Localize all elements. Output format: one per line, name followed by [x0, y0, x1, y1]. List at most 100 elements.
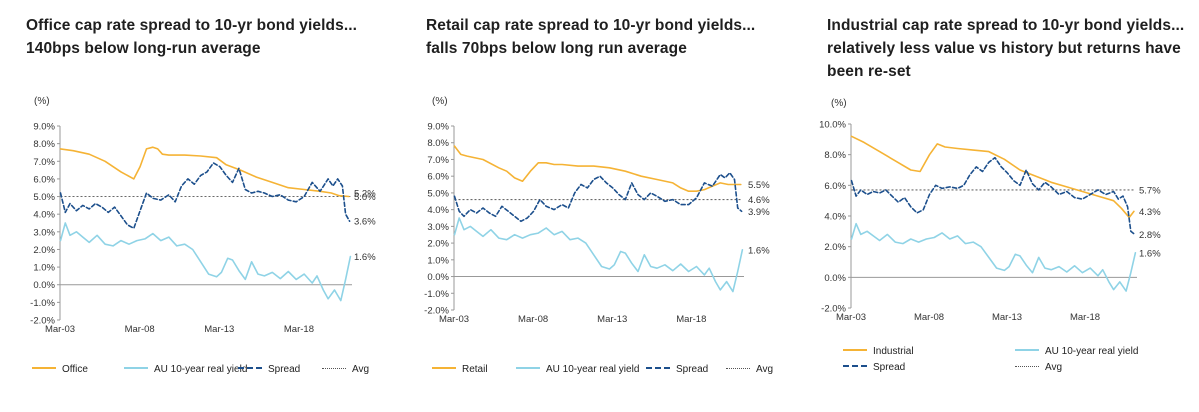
- y-tick-label: 2.0%: [427, 239, 449, 250]
- x-tick-label: Mar-08: [518, 314, 548, 325]
- y-tick-label: 8.0%: [824, 150, 846, 161]
- y-tick-label: -1.0%: [424, 289, 449, 300]
- legend-label-avg: Avg: [756, 364, 774, 375]
- x-tick-label: Mar-13: [992, 312, 1022, 323]
- legend-item-avg: Avg: [322, 364, 369, 375]
- end-value-label: 4.3%: [1139, 207, 1161, 218]
- office-legend: Office AU 10-year real yield Spread Avg: [26, 364, 406, 380]
- legend-swatch-retail: [432, 367, 456, 370]
- y-tick-label: 0.0%: [33, 280, 55, 291]
- industrial-chart: (%) -2.0% 0.0% 2.0% 4.0% 6.0% 8.0% 10.0% Mar-03 M…: [819, 98, 1161, 323]
- legend-label-office: Office: [62, 364, 88, 375]
- x-tick-label: Mar-08: [125, 324, 155, 335]
- industrial-title-line-3: been re-set: [827, 63, 911, 80]
- y-tick-label: 6.0%: [824, 181, 846, 192]
- end-value-label: 5.0%: [354, 192, 376, 203]
- y-tick-label: 0.0%: [824, 273, 846, 284]
- y-axis-label: (%): [34, 96, 50, 107]
- industrial-title-line-2: relatively less value vs history but ret…: [827, 40, 1181, 57]
- end-value-label: 1.6%: [748, 245, 770, 256]
- end-value-label: 5.7%: [1139, 185, 1161, 196]
- y-tick-label: 6.0%: [427, 172, 449, 183]
- legend-label-industrial: Industrial: [873, 346, 914, 357]
- legend-label-spread: Spread: [676, 364, 709, 375]
- series-line-industrial: [850, 135, 1135, 219]
- y-tick-label: 1.0%: [427, 255, 449, 266]
- legend-item-au-yield: AU 10-year real yield: [1015, 346, 1138, 357]
- industrial-chart-panel: Industrial cap rate spread to 10-yr bond…: [819, 0, 1195, 412]
- office-chart-panel: Office cap rate spread to 10-yr bond yie…: [26, 0, 406, 412]
- y-tick-label: -2.0%: [821, 304, 846, 315]
- industrial-legend: Industrial AU 10-year real yield Spread …: [827, 346, 1195, 380]
- y-axis-label: (%): [432, 96, 448, 107]
- legend-swatch-spread: [646, 367, 670, 370]
- retail-title-line-2: falls 70bps below long run average: [426, 40, 687, 57]
- legend-label-spread: Spread: [268, 364, 301, 375]
- legend-swatch-spread: [843, 365, 867, 368]
- legend-swatch-spread: [238, 367, 262, 370]
- legend-swatch-au-yield: [516, 367, 540, 370]
- y-tick-label: -2.0%: [424, 306, 449, 317]
- end-value-label: 4.6%: [748, 195, 770, 206]
- x-tick-label: Mar-18: [1070, 312, 1100, 323]
- legend-label-avg: Avg: [1045, 362, 1063, 373]
- legend-item-spread: Spread: [646, 364, 708, 375]
- series-line-au-10-year-real-yield: [59, 222, 352, 302]
- end-value-label: 1.6%: [1139, 248, 1161, 259]
- office-chart-title: Office cap rate spread to 10-yr bond yie…: [26, 14, 357, 60]
- y-tick-label: 4.0%: [33, 210, 55, 221]
- y-tick-label: 9.0%: [427, 122, 449, 133]
- legend-item-spread: Spread: [238, 364, 300, 375]
- x-tick-label: Mar-13: [597, 314, 627, 325]
- legend-label-spread: Spread: [873, 362, 906, 373]
- office-title-line-2: 140bps below long-run average: [26, 40, 261, 57]
- office-chart: (%) -2.0% -1.0% 0.0% 1.0% 2.0% 3.0% 4.0% 5.0% 6.0…: [30, 96, 376, 335]
- series-line-au-10-year-real-yield: [453, 217, 744, 293]
- legend-swatch-avg: [1015, 365, 1039, 367]
- legend-swatch-avg: [726, 367, 750, 369]
- y-tick-label: 9.0%: [33, 122, 55, 133]
- x-tick-label: Mar-03: [439, 314, 469, 325]
- series-line-au-10-year-real-yield: [850, 222, 1137, 292]
- y-tick-label: 2.0%: [824, 242, 846, 253]
- legend-item-spread: Spread: [843, 362, 905, 373]
- series-line-spread: [850, 156, 1136, 236]
- y-tick-label: 8.0%: [33, 139, 55, 150]
- legend-label-au-yield: AU 10-year real yield: [154, 364, 248, 375]
- legend-item-au-yield: AU 10-year real yield: [124, 364, 247, 375]
- legend-label-au-yield: AU 10-year real yield: [1045, 346, 1139, 357]
- legend-label-avg: Avg: [352, 364, 370, 375]
- y-tick-label: 6.0%: [33, 174, 55, 185]
- industrial-chart-title: Industrial cap rate spread to 10-yr bond…: [827, 14, 1184, 83]
- legend-item-industrial: Industrial: [843, 346, 914, 357]
- legend-item-avg: Avg: [1015, 362, 1062, 373]
- retail-chart-title: Retail cap rate spread to 10-yr bond yie…: [426, 14, 755, 60]
- series-line-spread: [59, 162, 351, 230]
- y-tick-label: 10.0%: [819, 120, 846, 131]
- retail-chart: (%) -2.0% -1.0% 0.0% 1.0% 2.0% 3.0% 4.0% 5.0% 6.0…: [424, 96, 770, 325]
- series-line-retail: [453, 145, 742, 192]
- legend-swatch-industrial: [843, 349, 867, 352]
- series-line-office: [59, 146, 350, 198]
- end-value-label: 5.5%: [748, 180, 770, 191]
- x-tick-label: Mar-18: [676, 314, 706, 325]
- x-tick-label: Mar-08: [914, 312, 944, 323]
- y-tick-label: 7.0%: [33, 157, 55, 168]
- y-tick-label: -1.0%: [30, 298, 55, 309]
- legend-swatch-au-yield: [124, 367, 148, 370]
- y-tick-label: 2.0%: [33, 245, 55, 256]
- legend-swatch-avg: [322, 367, 346, 369]
- series-line-spread: [453, 172, 743, 223]
- retail-legend: Retail AU 10-year real yield Spread Avg: [426, 364, 806, 380]
- x-tick-label: Mar-03: [45, 324, 75, 335]
- y-axis-label: (%): [831, 98, 847, 109]
- legend-label-au-yield: AU 10-year real yield: [546, 364, 640, 375]
- end-value-label: 3.9%: [748, 207, 770, 218]
- end-value-label: 1.6%: [354, 252, 376, 263]
- legend-item-avg: Avg: [726, 364, 773, 375]
- legend-item-retail: Retail: [432, 364, 488, 375]
- y-tick-label: 1.0%: [33, 263, 55, 274]
- y-tick-label: 4.0%: [824, 212, 846, 223]
- y-tick-label: 5.0%: [33, 192, 55, 203]
- end-value-label: 2.8%: [1139, 230, 1161, 241]
